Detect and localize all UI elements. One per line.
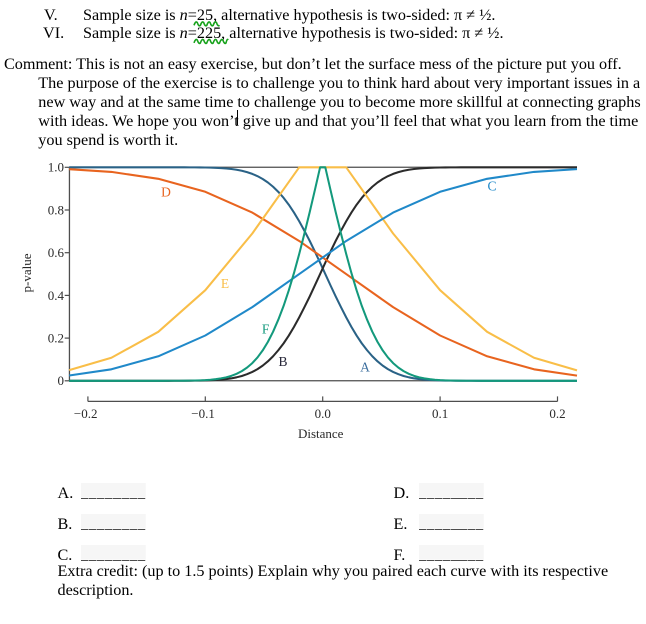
svg-text:C: C <box>487 179 496 194</box>
svg-text:1.0: 1.0 <box>48 160 64 175</box>
svg-text:B: B <box>278 354 287 369</box>
svg-text:D: D <box>161 184 171 199</box>
svg-text:0.2: 0.2 <box>549 406 565 421</box>
svg-text:−0.2: −0.2 <box>74 406 98 421</box>
svg-text:0.4: 0.4 <box>48 288 65 303</box>
svg-text:0: 0 <box>58 373 65 388</box>
svg-text:−0.1: −0.1 <box>191 406 215 421</box>
svg-text:0.0: 0.0 <box>315 406 331 421</box>
svg-text:E: E <box>221 276 229 291</box>
svg-text:0.8: 0.8 <box>48 202 64 217</box>
svg-text:F: F <box>262 322 270 337</box>
svg-text:Distance: Distance <box>298 426 344 441</box>
svg-text:A: A <box>360 359 370 374</box>
svg-text:0.1: 0.1 <box>432 406 448 421</box>
svg-text:p-value: p-value <box>19 253 34 292</box>
svg-text:0.2: 0.2 <box>48 331 64 346</box>
svg-text:0.6: 0.6 <box>48 245 65 260</box>
